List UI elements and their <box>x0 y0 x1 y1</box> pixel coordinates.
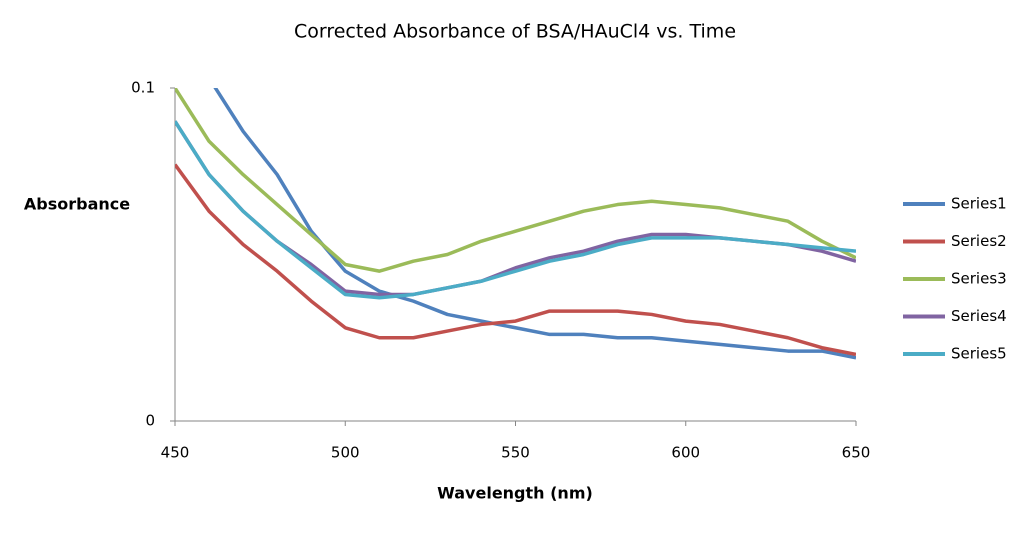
legend-label: Series5 <box>951 345 1007 363</box>
x-tick-label: 450 <box>161 444 190 462</box>
series-line <box>213 88 856 360</box>
series-line <box>175 163 856 357</box>
chart-title: Corrected Absorbance of BSA/HAuCl4 vs. T… <box>294 21 736 43</box>
series-line <box>175 120 856 297</box>
x-axis-title: Wavelength (nm) <box>437 484 593 503</box>
legend-label: Series2 <box>951 232 1007 250</box>
x-tick-label: 650 <box>842 444 871 462</box>
plot-area <box>175 88 856 360</box>
x-tick-label: 550 <box>501 444 530 462</box>
y-axis-title: Absorbance <box>24 195 130 214</box>
series-line <box>175 120 856 300</box>
legend-label: Series3 <box>951 270 1007 288</box>
y-tick-label: 0 <box>145 412 155 430</box>
series-line <box>175 88 856 273</box>
x-tick-label: 600 <box>671 444 700 462</box>
legend-label: Series4 <box>951 307 1007 325</box>
x-tick-label: 500 <box>331 444 360 462</box>
legend-label: Series1 <box>951 195 1007 213</box>
y-tick-label: 0.1 <box>131 79 155 97</box>
